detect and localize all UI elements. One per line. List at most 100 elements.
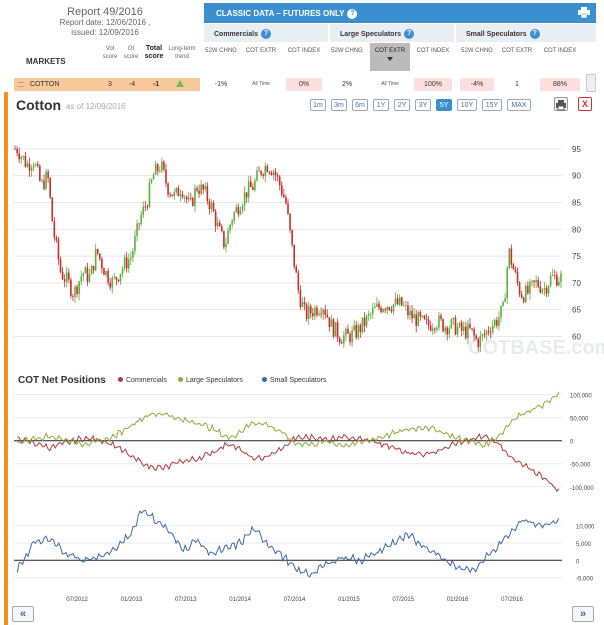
- markets-header: MARKETS: [26, 57, 66, 66]
- scrollbar[interactable]: [586, 74, 596, 92]
- price-candle: [276, 172, 279, 182]
- price-candle: [94, 243, 97, 272]
- price-candle: [388, 306, 391, 311]
- price-candle: [444, 325, 446, 336]
- long-term-trend-header: Long-term trend: [168, 46, 196, 60]
- print-icon[interactable]: [578, 7, 590, 18]
- price-candle: [272, 169, 275, 181]
- legend-large-speculators[interactable]: Large Speculators: [178, 377, 243, 384]
- print-chart-button[interactable]: [554, 97, 568, 111]
- price-candle: [473, 326, 475, 342]
- x-axis-label: 07/2013: [175, 597, 197, 603]
- price-candle: [340, 339, 343, 344]
- small-cot-index-header[interactable]: COT INDEX: [543, 48, 577, 54]
- price-candle: [409, 305, 411, 320]
- price-candle: [82, 272, 85, 282]
- large-52w-chng-header[interactable]: 52W CHNG: [331, 48, 363, 54]
- comm-cot-extr-header[interactable]: COT EXTR: [245, 48, 277, 54]
- range-button-15y[interactable]: 15Y: [482, 99, 502, 111]
- price-candle: [500, 305, 502, 323]
- next-button[interactable]: »: [572, 606, 594, 622]
- help-icon[interactable]: ?: [347, 9, 358, 19]
- price-candle: [305, 302, 308, 322]
- price-candle: [45, 168, 47, 191]
- legend-small-speculators[interactable]: Small Speculators: [262, 377, 326, 384]
- cot-net-chart: 100,000 50,000 0 -50,000 -100,000 10,000 5,000…: [14, 391, 595, 603]
- help-icon[interactable]: ?: [404, 29, 415, 39]
- small-52w-chng-value: -4%: [460, 78, 494, 91]
- price-candle: [24, 151, 27, 168]
- range-button-1y[interactable]: 1Y: [373, 99, 389, 111]
- range-button-3y[interactable]: 3Y: [415, 99, 431, 111]
- price-candle: [138, 222, 140, 231]
- trend-up-icon: [176, 80, 184, 87]
- price-candle: [243, 186, 246, 212]
- legend-commercials[interactable]: Commercials: [118, 377, 167, 384]
- price-tick-label: 95: [572, 145, 581, 154]
- comm-cot-index-header[interactable]: COT INDEX: [287, 48, 321, 54]
- price-candle: [156, 163, 159, 176]
- price-candle: [16, 146, 18, 157]
- range-button-2y[interactable]: 2Y: [394, 99, 410, 111]
- range-button-6m[interactable]: 6m: [352, 99, 368, 111]
- price-candle: [423, 314, 426, 320]
- price-candle: [396, 294, 399, 306]
- small-cot-extr-header[interactable]: COT EXTR: [501, 48, 533, 54]
- price-candle: [229, 223, 231, 234]
- price-candle: [84, 265, 87, 274]
- range-button-5y[interactable]: 5Y: [436, 99, 452, 111]
- comm-52w-chng-header[interactable]: 52W CHNG: [205, 48, 237, 54]
- price-candle: [438, 311, 440, 331]
- market-row-cotton[interactable]: COTTON 3 -4 -1: [14, 78, 200, 91]
- price-candle: [150, 178, 153, 184]
- x-axis-label: 01/2016: [447, 597, 469, 603]
- price-candle: [111, 275, 114, 294]
- price-candle: [146, 204, 149, 211]
- price-candle: [560, 270, 562, 288]
- price-candle: [165, 163, 167, 188]
- price-candle: [72, 293, 74, 302]
- price-candle: [328, 317, 331, 332]
- price-candle: [51, 196, 54, 222]
- legend-dot-icon: [178, 377, 183, 382]
- price-tick-label: 60: [572, 333, 581, 342]
- legend-dot-icon: [262, 377, 267, 382]
- price-candle: [547, 285, 550, 297]
- range-button-1m[interactable]: 1m: [310, 99, 326, 111]
- range-button-3m[interactable]: 3m: [331, 99, 347, 111]
- price-candle: [268, 171, 271, 175]
- large-cot-extr-header[interactable]: COT EXTR: [370, 43, 410, 71]
- price-candle: [527, 281, 529, 295]
- price-candle: [320, 307, 322, 318]
- price-candle: [285, 194, 287, 205]
- panel-title: CLASSIC DATA – FUTURES ONLY: [216, 9, 345, 19]
- price-candle: [307, 301, 310, 325]
- report-info: Report 49/2016 Report date: 12/06/2016 ,…: [10, 6, 200, 38]
- price-candle: [223, 230, 225, 250]
- price-candle: [369, 312, 372, 320]
- range-button-10y[interactable]: 10Y: [457, 99, 477, 111]
- price-candle: [121, 265, 124, 278]
- price-candle: [355, 320, 358, 340]
- help-icon[interactable]: ?: [260, 29, 271, 39]
- total-score: -1: [152, 81, 160, 88]
- prev-button[interactable]: «: [12, 606, 34, 622]
- price-candle: [101, 256, 103, 274]
- price-candle: [113, 272, 116, 280]
- close-chart-button[interactable]: X: [578, 97, 592, 111]
- large-speculators-label: Large Speculators: [340, 30, 402, 38]
- price-candle: [55, 235, 58, 243]
- price-candle: [297, 269, 300, 294]
- large-52w-chng-value: 2%: [341, 81, 353, 88]
- price-candle: [260, 170, 262, 177]
- price-candle: [163, 160, 165, 172]
- price-candle: [206, 182, 209, 205]
- help-icon[interactable]: ?: [529, 29, 540, 39]
- price-candle: [427, 316, 430, 330]
- price-candle: [376, 297, 378, 308]
- small-52w-chng-header[interactable]: 52W CHNG: [461, 48, 493, 54]
- price-candle: [167, 182, 169, 198]
- large-cot-index-header[interactable]: COT INDEX: [416, 48, 450, 54]
- price-tick-label: 90: [572, 172, 581, 181]
- range-button-max[interactable]: MAX: [507, 99, 531, 111]
